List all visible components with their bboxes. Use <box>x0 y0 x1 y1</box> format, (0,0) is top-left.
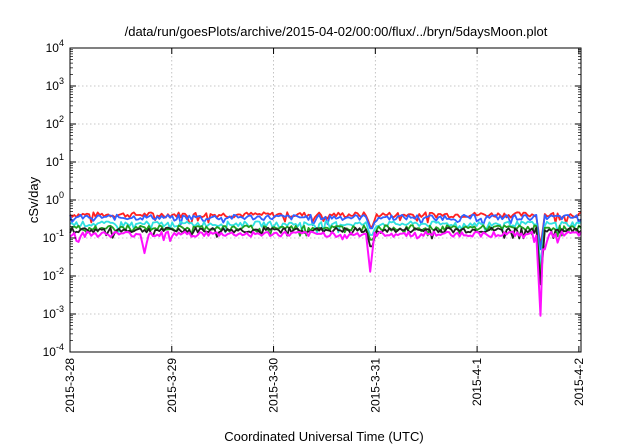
x-tick-label: 2015-4-1 <box>470 358 484 406</box>
y-tick-label: 10-2 <box>43 266 64 283</box>
y-tick-label: 103 <box>46 76 64 93</box>
series-line <box>69 213 582 251</box>
series-line <box>69 224 582 277</box>
series-layer <box>69 211 582 317</box>
x-tick-label: 2015-3-28 <box>63 358 77 413</box>
series-line <box>69 230 582 317</box>
y-tick-label: 101 <box>46 152 64 169</box>
x-tick-label: 2015-3-29 <box>165 358 179 413</box>
y-tick-label: 100 <box>46 190 64 207</box>
x-axis-label: Coordinated Universal Time (UTC) <box>224 429 423 444</box>
x-tick-label: 2015-3-30 <box>267 358 281 413</box>
y-tick-label: 10-1 <box>43 228 64 245</box>
x-tick-label: 2015-4-2 <box>572 358 586 406</box>
series-line <box>69 226 582 286</box>
y-tick-label: 10-4 <box>43 342 64 359</box>
series-line <box>70 220 582 266</box>
grid <box>70 48 581 352</box>
y-axis-label: cSv/day <box>26 176 41 223</box>
chart-title: /data/run/goesPlots/archive/2015-04-02/0… <box>125 24 548 39</box>
x-axis: 2015-3-28 2015-3-29 2015-3-30 2015-3-31 2015… <box>63 48 586 413</box>
y-tick-label: 102 <box>46 114 64 131</box>
x-tick-label: 2015-3-31 <box>368 358 382 413</box>
y-tick-label: 104 <box>46 38 64 55</box>
y-tick-label: 10-3 <box>43 304 64 321</box>
